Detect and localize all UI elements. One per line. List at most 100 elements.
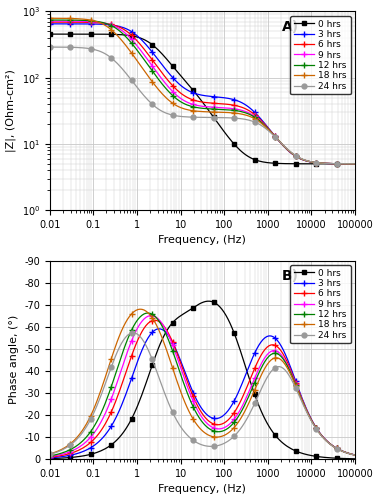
- 18 hrs: [168, 98, 173, 104]
- 6 hrs: [209, 420, 214, 426]
- 6 hrs: [148, 54, 152, 60]
- 24 hrs: [47, 452, 52, 458]
- Line: 6 hrs: 6 hrs: [46, 18, 359, 168]
- 18 hrs: [353, 161, 357, 167]
- 24 hrs: [168, 112, 173, 117]
- 12 hrs: [261, 362, 265, 368]
- 3 hrs: [258, 116, 263, 122]
- 3 hrs: [148, 332, 152, 338]
- 12 hrs: [148, 65, 152, 71]
- X-axis label: Frequency, (Hz): Frequency, (Hz): [158, 484, 246, 494]
- 3 hrs: [171, 340, 175, 345]
- Text: A): A): [282, 20, 299, 34]
- 6 hrs: [148, 318, 152, 324]
- 3 hrs: [302, 400, 306, 406]
- 3 hrs: [261, 336, 265, 342]
- 0 hrs: [353, 456, 357, 462]
- 9 hrs: [171, 342, 175, 348]
- Legend: 0 hrs, 3 hrs, 6 hrs, 9 hrs, 12 hrs, 18 hrs, 24 hrs: 0 hrs, 3 hrs, 6 hrs, 9 hrs, 12 hrs, 18 h…: [290, 16, 351, 94]
- 3 hrs: [353, 452, 357, 458]
- 12 hrs: [47, 453, 52, 459]
- 0 hrs: [302, 451, 306, 457]
- 3 hrs: [219, 94, 224, 100]
- 3 hrs: [148, 46, 152, 52]
- 24 hrs: [150, 356, 155, 362]
- 3 hrs: [207, 94, 212, 100]
- 12 hrs: [299, 156, 304, 162]
- Line: 12 hrs: 12 hrs: [46, 310, 359, 460]
- 9 hrs: [148, 60, 152, 66]
- 0 hrs: [205, 298, 210, 304]
- 18 hrs: [299, 156, 304, 162]
- 18 hrs: [302, 402, 306, 408]
- 6 hrs: [299, 156, 304, 162]
- 6 hrs: [152, 317, 157, 323]
- Line: 12 hrs: 12 hrs: [46, 16, 359, 168]
- 18 hrs: [150, 315, 155, 321]
- 3 hrs: [299, 156, 304, 162]
- 12 hrs: [302, 402, 306, 407]
- Line: 0 hrs: 0 hrs: [47, 32, 357, 166]
- 6 hrs: [258, 117, 263, 123]
- 12 hrs: [171, 348, 175, 354]
- 3 hrs: [209, 415, 214, 421]
- 0 hrs: [207, 108, 212, 114]
- 24 hrs: [209, 444, 214, 450]
- 0 hrs: [47, 456, 52, 462]
- 18 hrs: [138, 306, 142, 312]
- 24 hrs: [132, 330, 136, 336]
- 24 hrs: [258, 122, 263, 128]
- Line: 24 hrs: 24 hrs: [47, 44, 357, 166]
- 12 hrs: [353, 161, 357, 167]
- 9 hrs: [209, 424, 214, 430]
- 12 hrs: [258, 119, 263, 125]
- 0 hrs: [148, 40, 152, 46]
- Y-axis label: Phase angle, (°): Phase angle, (°): [9, 315, 19, 404]
- Legend: 0 hrs, 3 hrs, 6 hrs, 9 hrs, 12 hrs, 18 hrs, 24 hrs: 0 hrs, 3 hrs, 6 hrs, 9 hrs, 12 hrs, 18 h…: [290, 265, 351, 344]
- 6 hrs: [168, 80, 173, 86]
- 24 hrs: [47, 44, 52, 50]
- 3 hrs: [353, 161, 357, 167]
- 24 hrs: [171, 410, 175, 416]
- 0 hrs: [209, 298, 214, 304]
- 12 hrs: [207, 106, 212, 112]
- Line: 24 hrs: 24 hrs: [47, 330, 357, 458]
- 6 hrs: [302, 400, 306, 406]
- 6 hrs: [207, 100, 212, 106]
- 0 hrs: [222, 309, 226, 315]
- 0 hrs: [258, 158, 263, 164]
- 12 hrs: [219, 106, 224, 112]
- 9 hrs: [207, 104, 212, 110]
- 0 hrs: [219, 126, 224, 132]
- 9 hrs: [47, 18, 52, 24]
- 24 hrs: [353, 161, 357, 167]
- Text: B): B): [282, 270, 299, 283]
- 24 hrs: [261, 382, 265, 388]
- 6 hrs: [353, 161, 357, 167]
- 0 hrs: [47, 31, 52, 37]
- 0 hrs: [148, 368, 152, 374]
- 9 hrs: [148, 312, 152, 318]
- 18 hrs: [47, 451, 52, 457]
- 0 hrs: [168, 322, 173, 328]
- 6 hrs: [353, 452, 357, 458]
- 6 hrs: [261, 350, 265, 356]
- 12 hrs: [47, 17, 52, 23]
- 24 hrs: [222, 440, 226, 446]
- 9 hrs: [47, 454, 52, 460]
- 24 hrs: [299, 156, 304, 162]
- 18 hrs: [261, 369, 265, 375]
- Line: 3 hrs: 3 hrs: [46, 326, 359, 462]
- 18 hrs: [353, 452, 357, 458]
- 12 hrs: [146, 310, 150, 316]
- 6 hrs: [47, 19, 52, 25]
- Line: 3 hrs: 3 hrs: [46, 20, 359, 168]
- Line: 9 hrs: 9 hrs: [46, 312, 359, 460]
- Line: 6 hrs: 6 hrs: [46, 316, 359, 460]
- Y-axis label: |Z|, (Ohm-cm²): |Z|, (Ohm-cm²): [6, 70, 16, 152]
- 3 hrs: [168, 72, 173, 78]
- 24 hrs: [219, 114, 224, 120]
- 9 hrs: [150, 312, 155, 318]
- 9 hrs: [258, 118, 263, 124]
- 12 hrs: [150, 311, 155, 317]
